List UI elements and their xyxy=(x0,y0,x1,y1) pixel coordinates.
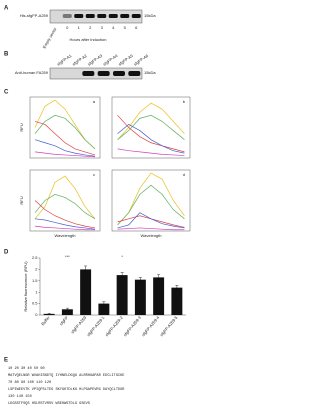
lane-label: 0 xyxy=(66,25,69,30)
series-line xyxy=(34,139,96,157)
bar xyxy=(80,269,92,315)
band xyxy=(113,71,125,76)
series-line xyxy=(34,218,96,230)
series-line xyxy=(117,115,185,153)
bar xyxy=(153,277,165,315)
antibody-label: Anti-human FA259 xyxy=(15,70,49,75)
blot xyxy=(49,67,143,80)
significance: * xyxy=(121,254,123,259)
lane-label: 5 xyxy=(124,25,127,30)
band xyxy=(128,71,141,76)
bar xyxy=(43,313,55,315)
lane-label: Empty vector xyxy=(42,26,58,49)
x-tick-label: sfgFP xyxy=(58,315,69,326)
series-line xyxy=(117,215,185,228)
y-tick-label: 2 xyxy=(35,266,38,271)
sequence-line: LDGSSTFSQS HSLRSTVRSV WSEHWSTDLG GSEVS xyxy=(8,402,90,406)
subplot-title: a xyxy=(93,99,96,104)
series-line xyxy=(34,194,96,220)
series-line xyxy=(34,114,96,150)
subplot-title: c xyxy=(93,172,95,177)
x-axis-label: Wavelength xyxy=(55,233,76,238)
panel-label: E xyxy=(4,358,8,364)
bar xyxy=(61,309,73,315)
band xyxy=(97,14,107,18)
sequence-line: MATVQELNGR WVAHISNDTQ IYHNELDGQG ALRRHGA… xyxy=(8,374,124,378)
band xyxy=(85,14,95,18)
lane-label: sfgFP-A2 xyxy=(71,53,88,67)
plot-frame xyxy=(29,96,101,159)
figure: A His-sfgFP-A259 15kDa Hours after induc… xyxy=(4,6,191,406)
y-axis-label: RFU xyxy=(19,196,24,204)
lane-label: sfgFP-A3 xyxy=(87,53,104,67)
lane-label: sfgFP-A6 xyxy=(133,53,150,67)
plot-frame xyxy=(29,169,101,232)
lane-label: 6 xyxy=(135,25,138,30)
y-tick-label: 1.5 xyxy=(32,278,38,283)
sequence-line: 10 20 30 40 50 60 xyxy=(8,367,45,371)
y-tick-label: 1 xyxy=(35,289,38,294)
x-tick-label: sfgFP-A259-5 xyxy=(159,315,179,338)
subplot-title: b xyxy=(183,99,186,104)
series-line xyxy=(117,172,185,226)
plot-frame xyxy=(111,169,191,232)
significance: *** xyxy=(65,254,70,259)
marker-label: 15kDa xyxy=(144,70,156,75)
lane-label: 2 xyxy=(89,25,92,30)
series-line xyxy=(34,121,96,156)
band xyxy=(120,14,130,18)
x-tick-label: Buffer xyxy=(40,315,51,327)
panel-label: C xyxy=(4,90,9,96)
y-axis-label: RFU xyxy=(19,123,24,131)
sequence-line: LSPIWEEVTK VPIQPSLTEG SKYGKTDLKG HLPGAPE… xyxy=(8,388,125,392)
band xyxy=(108,14,118,18)
series-line xyxy=(117,184,185,226)
lane-label: 1 xyxy=(78,25,81,30)
series-line xyxy=(117,148,185,156)
lane-label: 3 xyxy=(101,25,104,30)
series-line xyxy=(34,175,96,220)
subplot-title: d xyxy=(183,172,185,177)
plot-frame xyxy=(111,96,191,159)
lane-label: sfgFP-A5 xyxy=(117,53,134,67)
y-axis-label: Relative fluorescence (RFU) xyxy=(23,261,28,312)
sequence-line: 130 140 150 xyxy=(8,395,32,399)
bar xyxy=(171,287,183,315)
band xyxy=(62,14,72,18)
series-line xyxy=(117,124,185,154)
y-tick-label: 0.5 xyxy=(32,301,38,306)
lane-label: 4 xyxy=(112,25,115,30)
series-line xyxy=(117,227,185,231)
lane-label: sfgFP-A4 xyxy=(102,53,119,67)
antibody-label: His-sfgFP-A259 xyxy=(20,13,49,18)
x-axis-label: Wavelength xyxy=(141,233,162,238)
series-line xyxy=(117,114,185,140)
panel-label: D xyxy=(4,250,9,256)
band xyxy=(82,71,95,76)
blot xyxy=(49,9,143,24)
series-line xyxy=(117,212,185,229)
band xyxy=(74,14,84,18)
lane-label: sfgFP-A1 xyxy=(56,53,73,67)
x-tick-label: sfgFP-A259 xyxy=(70,315,88,335)
y-tick-label: 0 xyxy=(35,312,38,317)
marker-label: 15kDa xyxy=(144,13,156,18)
sequence-line: 70 80 90 100 110 120 xyxy=(8,381,51,385)
axis-label: Hours after induction xyxy=(70,37,107,42)
bar xyxy=(116,275,128,315)
panel-label: A xyxy=(4,6,9,12)
y-tick-label: 2.5 xyxy=(32,255,38,260)
series-line xyxy=(34,200,96,229)
panel-label: B xyxy=(4,52,9,58)
series-line xyxy=(34,151,96,158)
band xyxy=(131,14,141,18)
series-line xyxy=(117,102,185,140)
series-line xyxy=(34,225,95,231)
bar xyxy=(98,303,110,315)
bar xyxy=(134,279,146,315)
band xyxy=(97,71,110,76)
